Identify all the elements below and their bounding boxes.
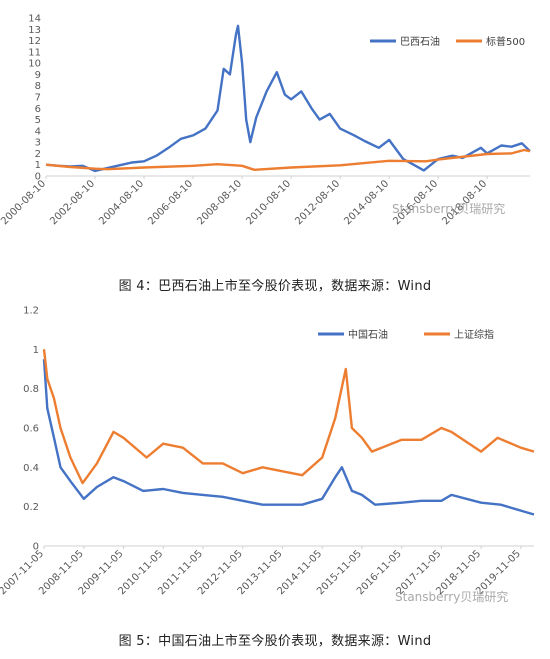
x-tick-label: 2010-08-10 — [244, 178, 293, 227]
chart-panel-1: 0 1 2 3 4 5 6 7 8 9 10 11 12 13 14 2000-08-10 2002-08-10… — [0, 0, 550, 300]
x-tick-label: 2008-08-10 — [195, 178, 244, 227]
x-tick-label: 2012-08-10 — [293, 178, 342, 227]
y-tick-label: 9 — [35, 70, 41, 81]
y-tick-label: 3 — [35, 138, 41, 149]
x-tick-label: 2014-08-10 — [342, 178, 391, 227]
y-tick-label: 0.2 — [23, 502, 39, 513]
y-tick-label: 0 — [35, 172, 41, 183]
x-tick-label: 2006-08-10 — [146, 178, 195, 227]
series-line-1 — [45, 24, 531, 173]
y-tick-label: 14 — [28, 14, 41, 25]
y-tick-label: 8 — [35, 81, 41, 92]
y-tick-label: 2 — [35, 149, 41, 160]
series-line-1 — [42, 359, 535, 516]
y-tick-label: 13 — [28, 25, 41, 36]
y-tick-label: 11 — [28, 47, 41, 58]
legend-label-1: 中国石油 — [348, 328, 388, 341]
y-tick-label: 1 — [33, 345, 39, 356]
y-tick-label: 7 — [35, 93, 41, 104]
watermark-1: Stansberry贝瑞研究 — [392, 202, 506, 216]
chart-2-caption: 图 5：中国石油上市至今股价表现，数据来源：Wind — [118, 634, 432, 649]
chart-1-caption: 图 4：巴西石油上市至今股价表现，数据来源：Wind — [118, 279, 432, 294]
y-tick-label: 4 — [35, 126, 41, 137]
chart-2-svg: 00.20.40.60.811.22007-11-052008-11-05200… — [0, 306, 535, 597]
legend-label-1: 巴西石油 — [400, 35, 440, 48]
watermark-2: Stansberry贝瑞研究 — [395, 590, 509, 604]
x-tick-label: 2004-08-10 — [97, 178, 146, 227]
y-tick-label: 6 — [35, 104, 41, 115]
y-tick-label: 10 — [28, 59, 41, 70]
y-tick-label: 5 — [35, 115, 41, 126]
y-tick-label: 0.4 — [23, 463, 39, 474]
x-tick-label: 2000-08-10 — [0, 178, 48, 227]
series-line-2 — [42, 349, 535, 485]
y-tick-label: 1 — [35, 160, 41, 171]
y-tick-label: 12 — [28, 36, 41, 47]
x-tick-label: 2002-08-10 — [48, 178, 97, 227]
series-line-2 — [45, 148, 531, 171]
legend-label-2: 上证综指 — [454, 328, 494, 341]
legend-label-2: 标普500 — [486, 35, 525, 48]
y-tick-label: 0 — [33, 542, 39, 553]
y-tick-label: 1.2 — [23, 306, 39, 317]
y-tick-label: 0.6 — [23, 424, 39, 435]
y-tick-label: 0.8 — [23, 384, 39, 395]
chart-panel-2: 0 0.2 0.4 0.6 0.8 1 1.2 2007-11-05 2008-11-05 200… — [0, 300, 550, 659]
